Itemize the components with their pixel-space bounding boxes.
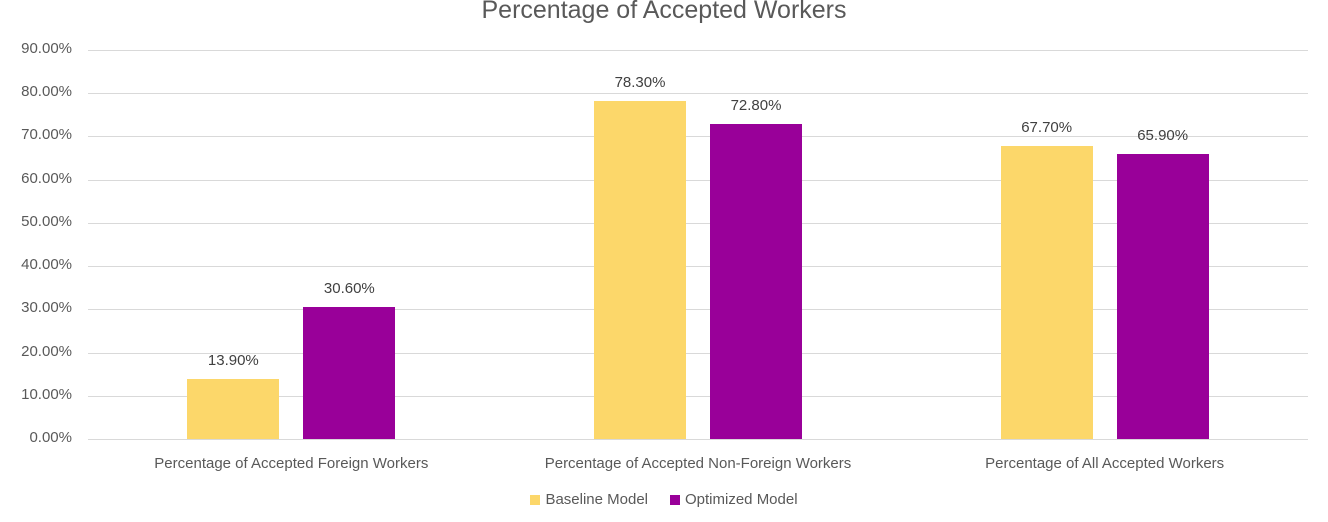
bar-optimized [1116,154,1209,439]
gridline [88,50,1308,51]
y-tick-label: 10.00% [21,385,72,403]
legend-swatch-optimized [670,494,680,505]
legend-item-optimized: Optimized Model [670,491,798,508]
gridline [88,93,1308,95]
chart-title: Percentage of Accepted Workers [481,0,847,24]
x-category-label: Percentage of All Accepted Workers [985,455,1225,472]
data-label: 30.60% [323,279,375,297]
data-label: 67.70% [1021,119,1073,137]
legend-label: Optimized Model [685,491,798,508]
data-label: 72.80% [730,97,782,115]
bar-baseline [594,100,686,439]
bar-optimized [303,306,396,439]
legend-swatch-baseline [530,494,541,505]
bar-optimized [710,124,802,439]
y-tick-label: 20.00% [21,342,72,360]
gridline [88,266,1308,268]
y-tick-label: 90.00% [21,40,72,57]
data-label: 13.90% [207,351,259,369]
data-label: 78.30% [614,73,666,91]
legend-item-baseline: Baseline Model [530,491,648,508]
bar-baseline [1000,146,1093,439]
y-tick-label: 0.00% [29,429,72,446]
y-tick-label: 80.00% [21,83,72,101]
y-tick-label: 60.00% [21,169,72,187]
plot-area: 13.90% 30.60% 78.30% 72.80% 67.70% 65.90% [88,50,1308,440]
y-tick-label: 40.00% [21,256,72,274]
gridline [88,309,1308,311]
legend-label: Baseline Model [545,491,648,508]
x-category-label: Percentage of Accepted Non-Foreign Worke… [544,455,852,472]
gridline [88,222,1308,224]
y-tick-label: 70.00% [21,126,72,144]
gridline [88,179,1308,181]
gridline [88,439,1308,440]
gridline [88,395,1308,397]
bar-baseline [187,378,280,439]
data-label: 65.90% [1137,127,1189,145]
x-category-label: Percentage of Accepted Foreign Workers [154,455,429,472]
legend: Baseline Model Optimized Model [0,491,1328,508]
gridline [88,352,1308,354]
gridline [88,136,1308,138]
y-tick-label: 30.00% [21,299,72,317]
y-tick-label: 50.00% [21,212,72,230]
